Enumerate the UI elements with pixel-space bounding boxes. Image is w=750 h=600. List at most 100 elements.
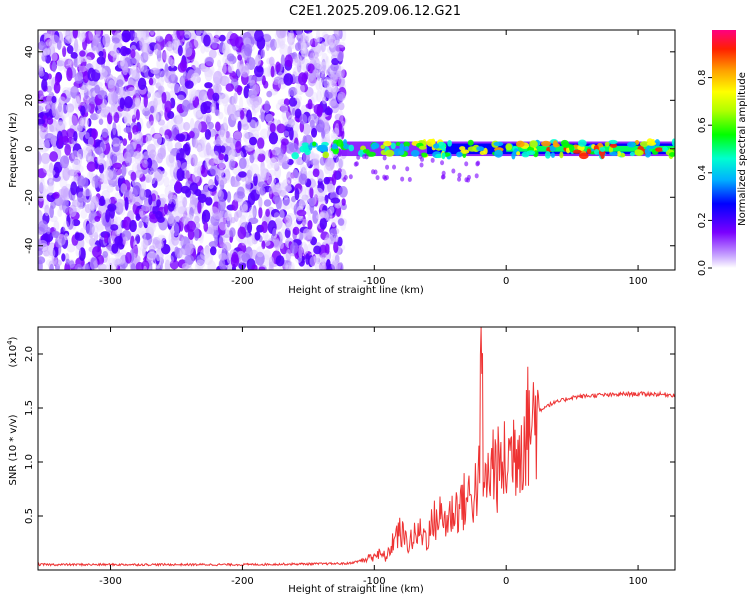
spectrogram-noise-cell: [47, 73, 52, 80]
spectrogram-noise-cell: [74, 95, 81, 108]
spectrogram-noise-cell: [204, 68, 213, 82]
spectrogram-noise-cell: [182, 143, 190, 152]
spectrogram-noise-cell: [49, 205, 54, 219]
spectrogram-noise-cell: [261, 240, 266, 250]
spectrogram-noise-cell: [143, 93, 148, 108]
spectrogram-noise-cell: [341, 198, 346, 206]
spectrogram-noise-cell: [87, 136, 94, 147]
sideband-cell: [407, 176, 412, 182]
spectrogram-noise-cell: [177, 45, 183, 57]
spectrogram-noise-cell: [120, 262, 126, 270]
spectrogram-noise-cell: [294, 188, 300, 201]
spectrogram-noise-cell: [134, 169, 144, 179]
carrier-cell: [493, 141, 504, 147]
spectrogram-noise-cell: [178, 233, 184, 247]
spectrogram-noise-cell: [112, 162, 123, 169]
sideband-cell: [373, 169, 378, 175]
spectrogram-noise-cell: [57, 102, 63, 113]
spectrogram-noise-cell: [313, 253, 323, 265]
spectrogram-noise-cell: [333, 30, 342, 37]
spectrogram-noise-cell: [147, 250, 158, 262]
spectrogram-noise-cell: [108, 169, 118, 180]
spectrogram-noise-cell: [335, 70, 343, 80]
spectrogram-noise-cell: [55, 236, 60, 248]
snr-ytick-label: 2.0: [24, 346, 35, 362]
sideband-cell: [464, 161, 469, 167]
spectrogram-noise-cell: [324, 243, 330, 255]
spectrogram-noise-cell: [284, 262, 294, 270]
spectrogram-noise-cell: [146, 157, 153, 169]
spectrogram-noise-cell: [198, 89, 206, 97]
spectrogram-noise-cell: [319, 156, 326, 166]
carrier-cell: [594, 148, 599, 155]
spectrogram-noise-cell: [170, 71, 176, 82]
spectrogram-noise-cell: [216, 189, 224, 201]
spectrogram-noise-cell: [200, 164, 206, 174]
spectrogram-noise-cell: [220, 145, 226, 153]
spectrogram-noise-cell: [54, 259, 62, 267]
spectrogram-noise-cell: [121, 30, 131, 43]
spectrogram-noise-cell: [184, 31, 191, 39]
spectrogram-noise-cell: [66, 103, 75, 113]
spectrogram-noise-cell: [251, 109, 257, 117]
spectrogram-noise-cell: [167, 110, 175, 120]
spectrogram-noise-cell: [125, 112, 132, 127]
spectrogram-frame: [37, 29, 676, 271]
spectrogram-noise-cell: [212, 212, 223, 220]
spectrogram-noise-cell: [235, 68, 241, 78]
spectrogram-noise-cell: [115, 198, 125, 208]
spectrogram-noise-cell: [131, 114, 137, 123]
spectrogram-noise-cell: [162, 50, 170, 61]
spectrogram-noise-cell: [86, 161, 97, 172]
spectrogram-noise-cell: [38, 130, 42, 138]
spectrogram-noise-cell: [242, 130, 249, 143]
spectrogram-noise-cell: [255, 246, 265, 258]
carrier-cell: [331, 143, 339, 151]
spectrogram-noise-cell: [189, 207, 194, 220]
colorbar-label: Normalized spectral amplitude: [737, 72, 748, 226]
spectrogram-noise-cell: [140, 62, 148, 73]
spectrogram-noise-cell: [325, 55, 330, 69]
spectrogram-noise-cell: [274, 238, 281, 252]
spectrogram-noise-cell: [336, 50, 345, 62]
sideband-cell: [474, 173, 479, 179]
carrier-cell: [410, 149, 420, 157]
spectrogram-noise-cell: [137, 77, 147, 90]
spectrogram-xtick-label: 0: [503, 276, 509, 287]
spectrogram-noise-cell: [268, 132, 279, 145]
spectrogram-noise-cell: [330, 132, 338, 139]
spectrogram-noise-cell: [90, 113, 99, 121]
spectrogram-noise-cell: [156, 57, 164, 70]
carrier-cell: [529, 140, 538, 148]
spectrogram-noise-cell: [282, 197, 293, 210]
spectrogram-noise-cell: [70, 52, 78, 59]
spectrogram-noise-cell: [289, 30, 294, 38]
spectrogram-noise-cell: [42, 162, 50, 174]
carrier-cell: [291, 152, 299, 160]
spectrogram-noise-cell: [130, 262, 136, 270]
spectrogram-noise-cell: [297, 72, 308, 86]
spectrogram-noise-cell: [309, 119, 315, 129]
spectrogram-noise-cell: [71, 219, 81, 227]
spectrogram-noise-cell: [309, 38, 318, 48]
spectrogram-noise-cell: [176, 195, 185, 203]
spectrogram-noise-cell: [75, 245, 82, 258]
spectrogram-noise-cell: [77, 175, 86, 189]
spectrogram-noise-cell: [62, 45, 67, 58]
spectrogram-noise-cell: [300, 40, 307, 54]
spectrogram-noise-cell: [330, 62, 339, 72]
spectrogram-xtick-label: -200: [231, 276, 254, 287]
carrier-cell: [541, 140, 551, 147]
spectrogram-noise-cell: [41, 53, 47, 62]
spectrogram-noise-cell: [156, 199, 161, 208]
spectrogram-noise-cell: [319, 217, 327, 230]
sideband-cell: [385, 164, 390, 170]
spectrogram-noise-cell: [71, 113, 79, 126]
spectrogram-noise-cell: [174, 142, 182, 150]
spectrogram-noise-cell: [96, 155, 105, 165]
spectrogram-noise-cell: [107, 203, 117, 212]
spectrogram-noise-cell: [38, 194, 44, 202]
spectrogram-noise-cell: [300, 83, 309, 93]
spectrogram-noise-cell: [114, 236, 123, 246]
spectrogram-noise-cell: [311, 127, 318, 138]
